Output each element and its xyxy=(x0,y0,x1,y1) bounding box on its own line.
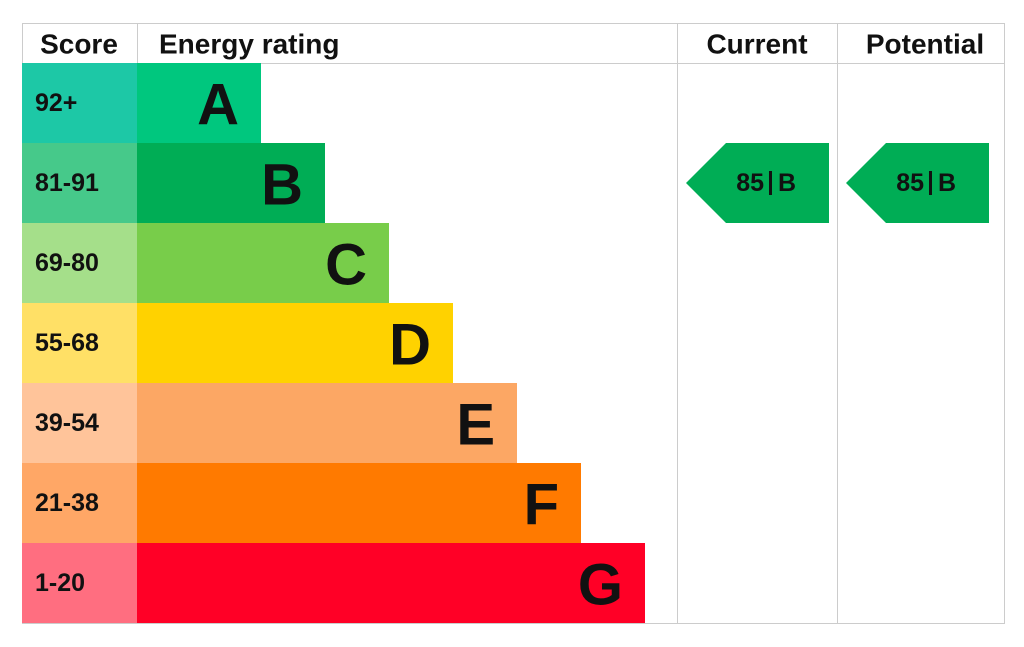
score-range: 55-68 xyxy=(35,329,99,357)
rating-letter: A xyxy=(197,73,239,138)
rating-letter: F xyxy=(524,473,559,538)
score-cell xyxy=(22,223,137,303)
score-range: 39-54 xyxy=(35,409,99,437)
score-range: 1-20 xyxy=(35,569,85,597)
rating-score: 85 xyxy=(736,169,764,197)
rating-bar xyxy=(137,543,645,623)
header-score: Score xyxy=(40,29,118,60)
rating-letter: D xyxy=(389,313,431,378)
rating-band: B xyxy=(778,169,796,197)
header-potential: Potential xyxy=(866,29,984,60)
rating-letter: G xyxy=(578,553,623,618)
rating-bar xyxy=(137,223,389,303)
score-cell xyxy=(22,303,137,383)
score-cell xyxy=(22,63,137,143)
rating-bar xyxy=(137,143,325,223)
score-range: 81-91 xyxy=(35,169,99,197)
header-current: Current xyxy=(706,29,807,60)
score-range: 69-80 xyxy=(35,249,99,277)
separator xyxy=(929,171,932,195)
header-rating: Energy rating xyxy=(159,29,339,60)
separator xyxy=(769,171,772,195)
score-cell xyxy=(22,543,137,623)
score-range: 92+ xyxy=(35,89,77,117)
rating-letter: E xyxy=(456,393,495,458)
rating-score: 85 xyxy=(896,169,924,197)
rating-letter: C xyxy=(325,233,367,298)
rating-band: B xyxy=(938,169,956,197)
rating-bar xyxy=(137,303,453,383)
score-range: 21-38 xyxy=(35,489,99,517)
rating-letter: B xyxy=(261,153,303,218)
rating-bar xyxy=(137,463,581,543)
score-cell xyxy=(22,383,137,463)
rating-arrow xyxy=(846,143,989,223)
rating-arrow xyxy=(686,143,829,223)
score-cell xyxy=(22,143,137,223)
rating-bar xyxy=(137,383,517,463)
score-cell xyxy=(22,463,137,543)
rating-bar xyxy=(137,63,261,143)
